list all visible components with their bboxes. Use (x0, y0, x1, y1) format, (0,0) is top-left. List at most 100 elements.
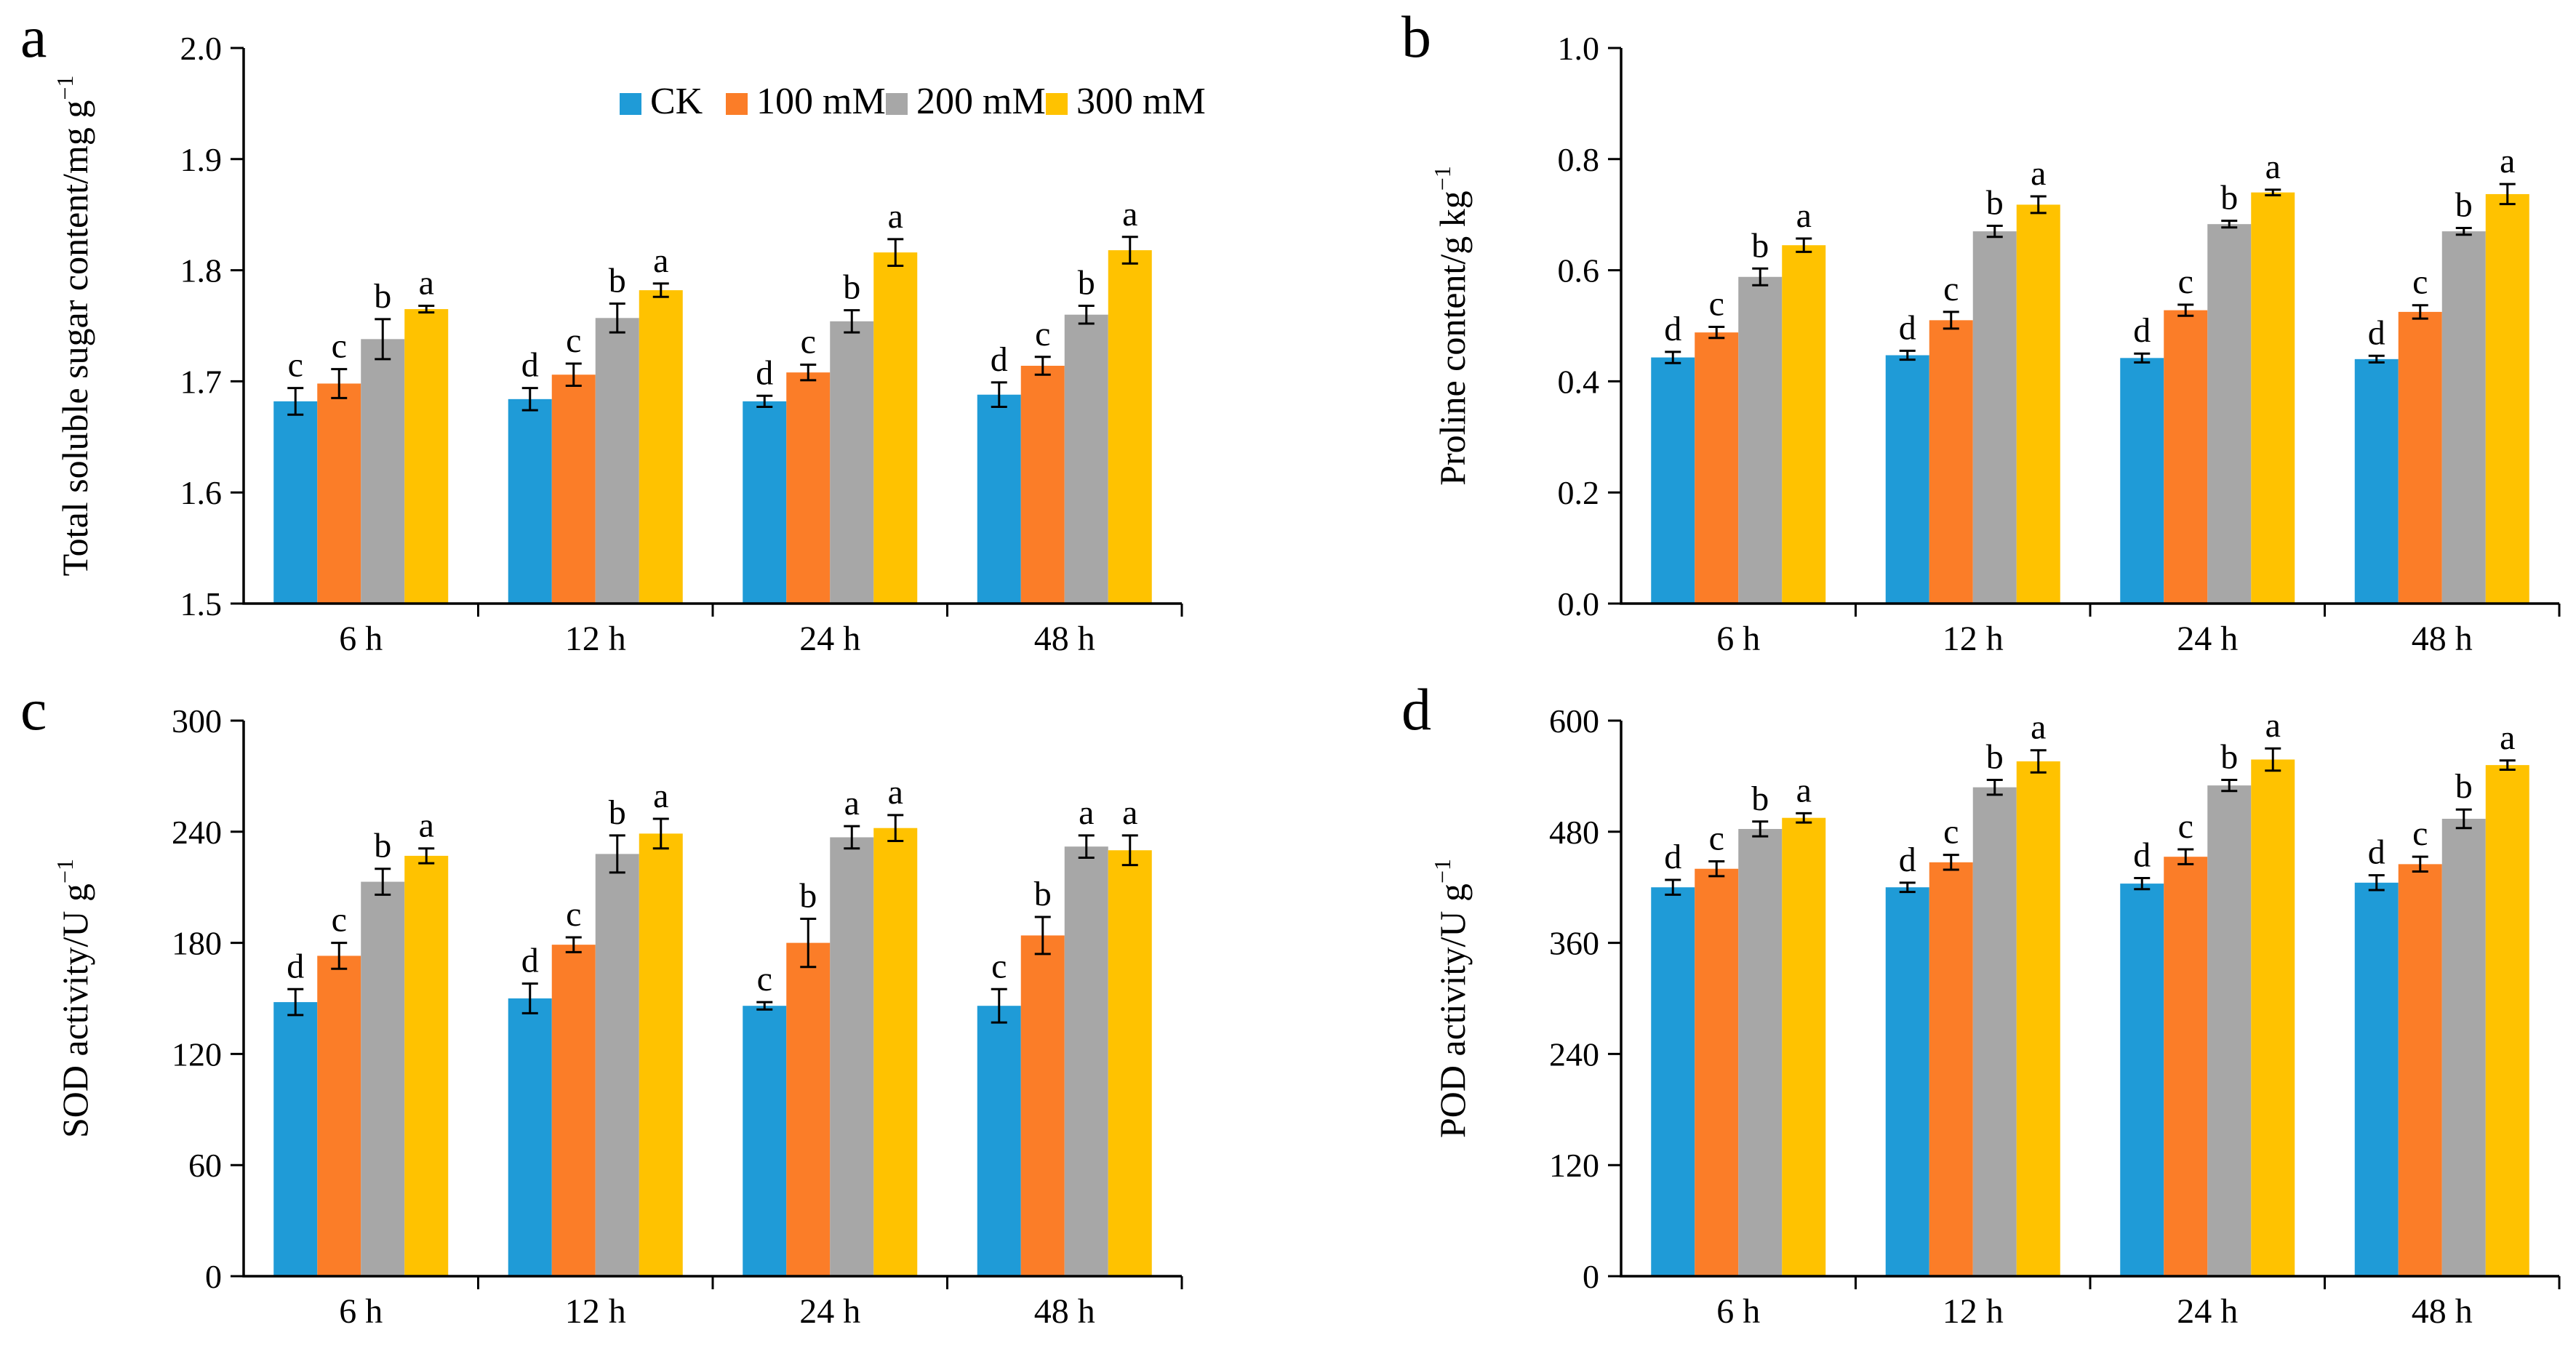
x-category-label: 24 h (2177, 620, 2238, 658)
error-bar (2412, 304, 2428, 320)
bar-300-mm-24-h (873, 252, 918, 604)
panel-letter-c: c (20, 676, 47, 742)
error-bar (1034, 916, 1051, 956)
significance-letter: b (1078, 263, 1095, 302)
bar-300-mm-12-h (639, 290, 683, 604)
bar-200-mm-24-h (830, 321, 874, 604)
legend-swatch-100-mm (726, 93, 748, 115)
significance-letter: c (288, 346, 303, 385)
bar-ck-12-h (508, 998, 552, 1276)
error-bar (1665, 878, 1681, 896)
error-bar (1943, 854, 1959, 871)
error-bar (375, 318, 391, 361)
error-bar (991, 988, 1007, 1024)
significance-letter: a (888, 197, 903, 236)
error-bar (887, 814, 904, 843)
bar-ck-48-h (977, 1006, 1021, 1276)
error-bar (2368, 874, 2385, 892)
significance-letter: c (801, 322, 816, 361)
axes (1620, 721, 2559, 1278)
axes (1620, 48, 2559, 605)
significance-letter: a (2265, 706, 2281, 745)
error-bar (756, 394, 773, 409)
axes (242, 48, 1182, 605)
y-axis-title: Total soluble sugar content/mg g−1 (52, 76, 95, 577)
bar-ck-24-h (743, 401, 787, 604)
error-bar (2499, 183, 2516, 206)
bar-300-mm-6-h (1782, 817, 1826, 1276)
significance-letter: c (2178, 807, 2193, 846)
bar-300-mm-12-h (2016, 761, 2060, 1276)
error-bar (1796, 812, 1812, 824)
significance-letter: c (1709, 820, 1724, 858)
significance-letter: b (799, 876, 817, 915)
significance-letter: d (2133, 836, 2151, 874)
bar-100-mm-24-h (2164, 310, 2208, 604)
error-bar (287, 387, 304, 416)
significance-letter: a (419, 263, 434, 302)
significance-letter: a (1122, 793, 1137, 832)
error-bar (331, 942, 348, 970)
bar-100-mm-6-h (1695, 868, 1739, 1276)
significance-letter: a (2500, 142, 2515, 180)
significance-letter: c (1943, 813, 1959, 852)
significance-letter: b (1986, 737, 2004, 776)
significance-letter: d (2368, 833, 2385, 872)
bar-300-mm-48-h (2485, 765, 2529, 1276)
y-tick-label: 0.4 (1558, 363, 1600, 400)
significance-letter: a (844, 784, 860, 822)
bar-300-mm-6-h (1782, 245, 1826, 604)
error-bar (418, 304, 435, 314)
x-category-label: 48 h (1034, 620, 1095, 658)
error-bar (652, 817, 669, 850)
significance-letter: b (1751, 780, 1769, 818)
y-tick-label: 1.0 (1558, 30, 1600, 67)
error-bar (2265, 747, 2281, 772)
y-axis-title: Proline content/g kg−1 (1429, 166, 1473, 486)
legend-label: 300 mM (1076, 81, 1206, 122)
significance-letter: d (991, 340, 1008, 379)
bar-300-mm-24-h (873, 828, 918, 1276)
bar-100-mm-6-h (317, 383, 361, 604)
significance-letter: c (1035, 315, 1050, 353)
error-bar (887, 238, 904, 267)
error-bar (2265, 188, 2281, 196)
panel-letter-a: a (20, 4, 47, 70)
bar-200-mm-6-h (361, 339, 405, 604)
significance-letter: a (1122, 195, 1137, 233)
error-bar (991, 381, 1007, 409)
significance-letter: c (991, 947, 1007, 985)
bar-100-mm-6-h (317, 956, 361, 1276)
bar-100-mm-24-h (2164, 857, 2208, 1276)
error-bar (1121, 236, 1138, 265)
bar-300-mm-6-h (404, 309, 449, 604)
bar-100-mm-24-h (786, 942, 831, 1276)
significance-letter: b (1751, 226, 1769, 265)
bar-200-mm-12-h (1972, 787, 2017, 1276)
y-tick-label: 0.8 (1558, 141, 1600, 178)
significance-letter: d (756, 353, 773, 392)
bar-200-mm-48-h (1064, 314, 1108, 604)
bar-300-mm-48-h (1108, 850, 1152, 1276)
significance-letter: a (653, 777, 668, 815)
y-tick-label: 1.7 (180, 363, 223, 400)
bar-100-mm-48-h (1020, 366, 1065, 604)
error-bar (1708, 860, 1725, 878)
legend-item-200-mm: 200 mM (886, 81, 1046, 122)
legend-label: 200 mM (916, 81, 1046, 122)
error-bar (565, 362, 582, 388)
significance-letter: b (374, 277, 391, 316)
significance-letter: c (566, 895, 581, 934)
error-bar (609, 834, 625, 874)
bar-200-mm-24-h (830, 837, 874, 1276)
bar-200-mm-48-h (2441, 231, 2486, 604)
y-tick-label: 300 (172, 702, 222, 740)
bar-300-mm-6-h (404, 855, 449, 1276)
bar-100-mm-12-h (551, 945, 596, 1276)
x-category-label: 6 h (339, 620, 383, 658)
error-bar (2134, 352, 2151, 364)
